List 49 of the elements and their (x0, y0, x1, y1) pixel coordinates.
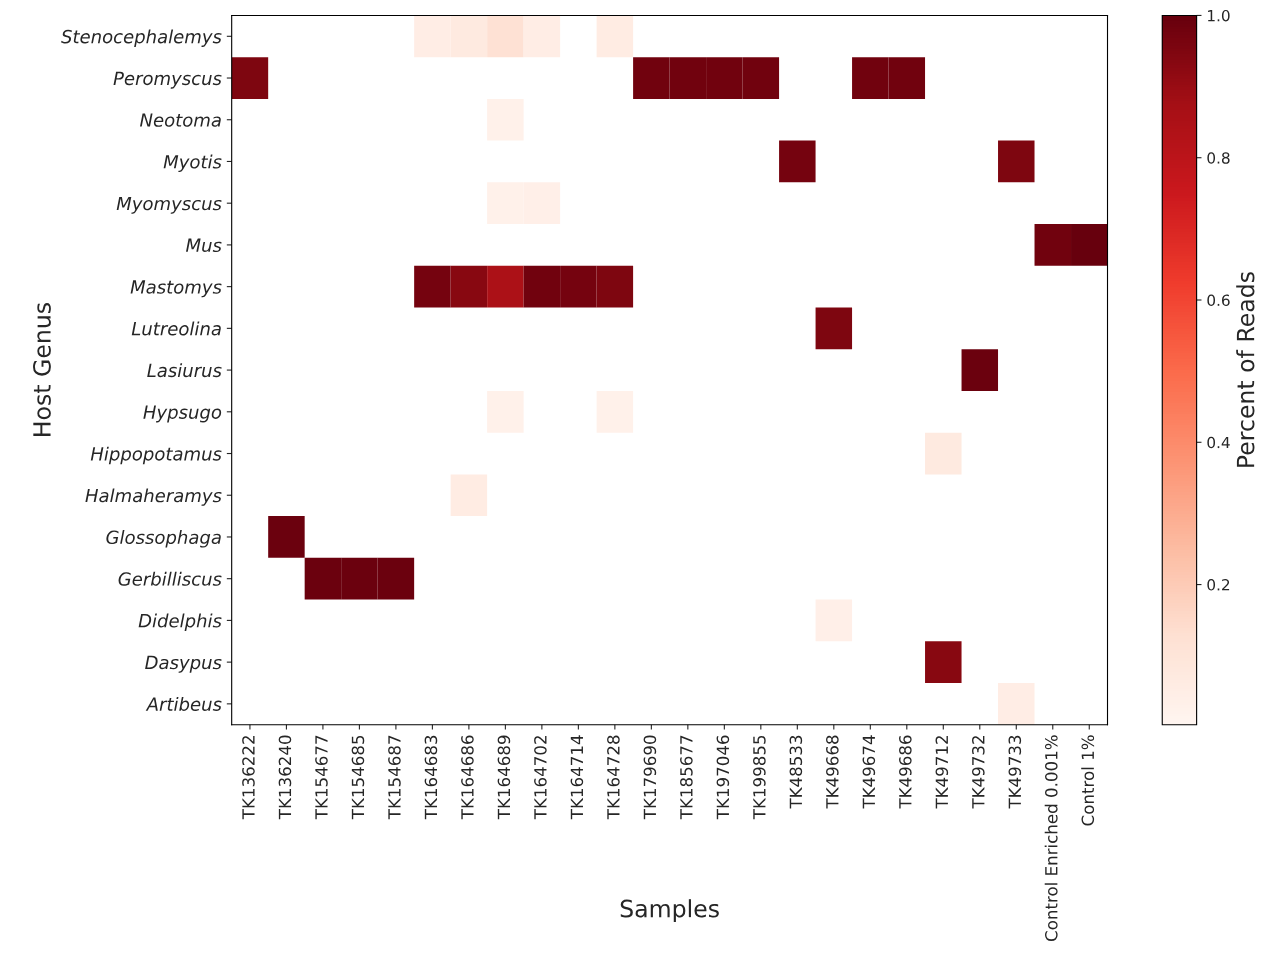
y-tick-label: Glossophaga (106, 530, 221, 548)
color-bar-label: 1.0 (1208, 9, 1230, 22)
x-tick-label: Control 1% (1081, 735, 1095, 826)
x-tick-label: TK154677 (315, 735, 328, 820)
x-tick-label: TK136222 (242, 736, 255, 820)
x-tick-label: TK49733 (1008, 735, 1022, 809)
x-tick-label: TK164714 (570, 735, 584, 820)
color-bar-label: 0.4 (1207, 436, 1230, 449)
y-tick-label: Hippopotamus (90, 446, 222, 465)
y-tick-label: Artibeus (145, 696, 222, 711)
y-tick-label: Gerbilliscus (118, 571, 222, 586)
x-tick-label: TK48533 (789, 735, 803, 809)
y-tick-label: Neotoma (140, 113, 221, 127)
y-tick-label: Mastomys (130, 280, 222, 298)
x-tick-label: TK164686 (461, 735, 474, 820)
x-tick-label: TK154685 (351, 735, 365, 820)
x-tick-label: TK164683 (424, 735, 438, 820)
y-tick-label: Halmaheramys (85, 488, 222, 506)
y-tick-label: Myotis (163, 154, 222, 173)
x-tick-label: TK49712 (935, 736, 949, 809)
color-bar-label: 0.2 (1207, 579, 1230, 591)
color-bar-label: 0.6 (1207, 294, 1230, 307)
y-axis-title: Host Genus (33, 303, 51, 436)
x-tick-label: TK197046 (716, 735, 730, 820)
y-tick-label: Lasiurus (147, 363, 222, 378)
y-tick-label: Lutreolina (131, 321, 221, 336)
x-tick-label: TK136240 (278, 735, 292, 820)
x-tick-label: TK49686 (899, 735, 912, 809)
x-tick-label: TK164702 (534, 736, 547, 820)
x-tick-label: TK164728 (607, 735, 620, 820)
x-tick-label: TK199855 (753, 735, 766, 820)
x-tick-label: TK179690 (643, 735, 657, 820)
x-tick-label: Control Enriched 0.001% (1044, 735, 1058, 942)
x-axis-title: Samples (620, 899, 719, 923)
x-tick-label: TK164689 (497, 735, 511, 820)
y-tick-label: Peromyscus (113, 71, 222, 89)
y-tick-label: Hypsugo (143, 405, 222, 423)
color-bar-label: 0.8 (1207, 152, 1230, 164)
color-bar-title: Percent of Reads (1236, 272, 1255, 467)
x-tick-label: TK49674 (862, 735, 876, 809)
y-tick-label: Myomyscus (116, 196, 222, 214)
y-tick-label: Stenocephalemys (61, 29, 222, 47)
x-tick-label: TK185677 (680, 735, 693, 820)
y-tick-label: Dasypus (145, 655, 222, 673)
y-tick-label: Mus (186, 238, 222, 253)
x-tick-label: TK154687 (388, 735, 401, 820)
x-tick-label: TK49668 (826, 735, 839, 809)
y-tick-label: Didelphis (138, 613, 222, 632)
x-tick-label: TK49732 (972, 736, 985, 809)
